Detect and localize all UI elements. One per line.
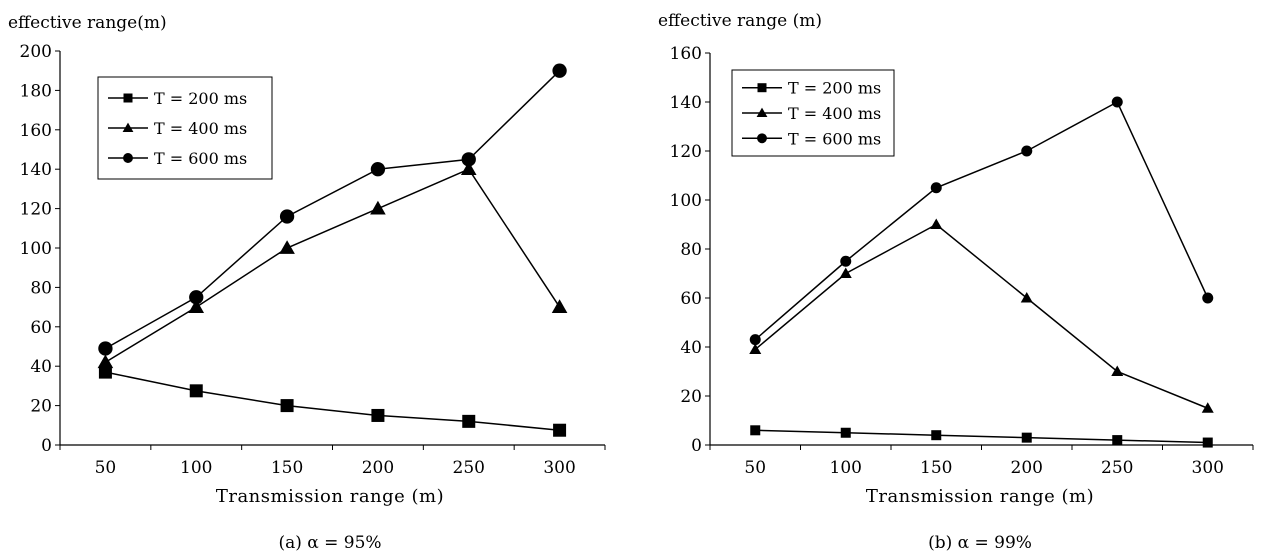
y-tick-label: 120 [20, 200, 52, 220]
legend-label: T = 400 ms [788, 104, 881, 123]
data-point-triangle [279, 240, 295, 254]
x-tick-label: 200 [362, 458, 394, 478]
data-point-square [750, 425, 761, 436]
y-axis-label: effective range (m) [658, 11, 822, 31]
data-point-triangle [551, 299, 568, 313]
chart-b: 0 20 40 60 80 100 120 140 160 50 100 150 200 250 300 ef… [658, 11, 1254, 553]
data-point-triangle [1111, 365, 1124, 376]
data-point-circle [1202, 292, 1214, 304]
legend: T = 200 ms T = 400 ms T = 600 ms [731, 69, 895, 157]
x-tick-label: 300 [543, 458, 575, 478]
x-tick-label: 50 [744, 458, 766, 478]
y-tick-label: 20 [680, 387, 702, 407]
legend-label: T = 400 ms [154, 119, 247, 138]
data-point-triangle [1020, 292, 1033, 303]
data-point-triangle [839, 267, 852, 278]
x-axis-label: Transmission range (m) [866, 486, 1094, 507]
legend-label: T = 200 ms [154, 89, 247, 108]
x-tick-label: 150 [920, 458, 952, 478]
series-line-square [755, 429, 1208, 444]
legend-label: T = 200 ms [788, 79, 881, 98]
data-point-square [840, 427, 851, 438]
y-tick-label: 140 [670, 93, 702, 113]
data-point-circle [189, 290, 204, 305]
data-point-square [1202, 437, 1213, 448]
data-point-circle [1111, 96, 1123, 108]
legend-marker-square [123, 93, 133, 103]
y-tick-label: 60 [680, 289, 702, 309]
y-tick-label: 80 [30, 278, 52, 298]
data-point-square [553, 423, 567, 437]
y-tick-label: 60 [30, 318, 52, 338]
x-tick-label: 50 [95, 458, 117, 478]
data-point-triangle [97, 354, 114, 369]
y-tick-label: 120 [670, 142, 702, 162]
data-point-circle [370, 162, 386, 177]
y-tick-label: 200 [20, 42, 52, 62]
x-tick-label: 150 [271, 458, 303, 478]
y-tick-label: 180 [20, 81, 52, 101]
legend-marker-circle [757, 133, 767, 144]
data-point-circle [840, 255, 852, 267]
data-point-circle [1021, 145, 1033, 157]
data-point-square [1021, 432, 1032, 443]
y-tick-label: 80 [680, 240, 702, 260]
data-point-square [1112, 435, 1123, 446]
y-tick-label: 0 [691, 436, 702, 456]
y-tick-label: 160 [670, 44, 702, 64]
data-point-circle [461, 152, 476, 167]
data-point-triangle [930, 218, 943, 229]
legend: T = 200 ms T = 400 ms T = 600 ms [97, 76, 273, 180]
data-point-triangle [1201, 402, 1214, 413]
chart-a: 0 20 40 60 80 100 120 140 160 180 200 50 100 150 200 25… [8, 13, 606, 553]
x-tick-label: 200 [1011, 458, 1043, 478]
data-point-triangle [749, 343, 762, 354]
series-line-triangle [105, 168, 561, 363]
legend-label: T = 600 ms [788, 129, 881, 148]
series-line-square [105, 371, 560, 431]
x-tick-label: 250 [1101, 458, 1133, 478]
data-point-square [462, 414, 476, 428]
y-axis-label: effective range(m) [8, 13, 167, 33]
x-tick-label: 100 [180, 458, 212, 478]
y-tick-label: 100 [20, 239, 52, 259]
y-tick-label: 100 [670, 191, 702, 211]
data-point-circle [749, 334, 761, 346]
series-line-circle [105, 70, 561, 350]
data-point-square [98, 365, 112, 379]
data-point-triangle [188, 299, 205, 313]
data-point-square [280, 399, 294, 413]
chart-caption: (b) α = 99% [928, 533, 1032, 553]
data-point-triangle [370, 200, 386, 215]
data-point-square [931, 430, 942, 441]
y-tick-label: 40 [680, 338, 702, 358]
data-point-triangle [460, 161, 477, 176]
x-tick-label: 100 [830, 458, 862, 478]
y-tick-label: 40 [30, 357, 52, 377]
series-line-triangle [754, 223, 1209, 409]
y-tick-label: 140 [20, 160, 52, 180]
y-tick-label: 160 [20, 121, 52, 141]
data-point-circle [98, 341, 113, 356]
y-tick-label: 0 [41, 436, 52, 456]
x-tick-label: 250 [453, 458, 485, 478]
y-tick-label: 20 [30, 397, 52, 417]
legend-marker-triangle [756, 107, 768, 118]
data-point-square [371, 408, 385, 422]
data-point-circle [279, 209, 295, 224]
data-point-circle [552, 63, 567, 78]
legend-marker-square [757, 83, 767, 93]
x-axis-label: Transmission range (m) [216, 486, 444, 507]
legend-marker-triangle [122, 122, 134, 133]
chart-caption: (a) α = 95% [278, 533, 381, 553]
series-line-circle [754, 100, 1209, 341]
legend-marker-circle [123, 153, 133, 163]
x-tick-label: 300 [1192, 458, 1224, 478]
legend-label: T = 600 ms [154, 149, 247, 168]
data-point-square [189, 384, 203, 398]
data-point-circle [930, 182, 942, 194]
